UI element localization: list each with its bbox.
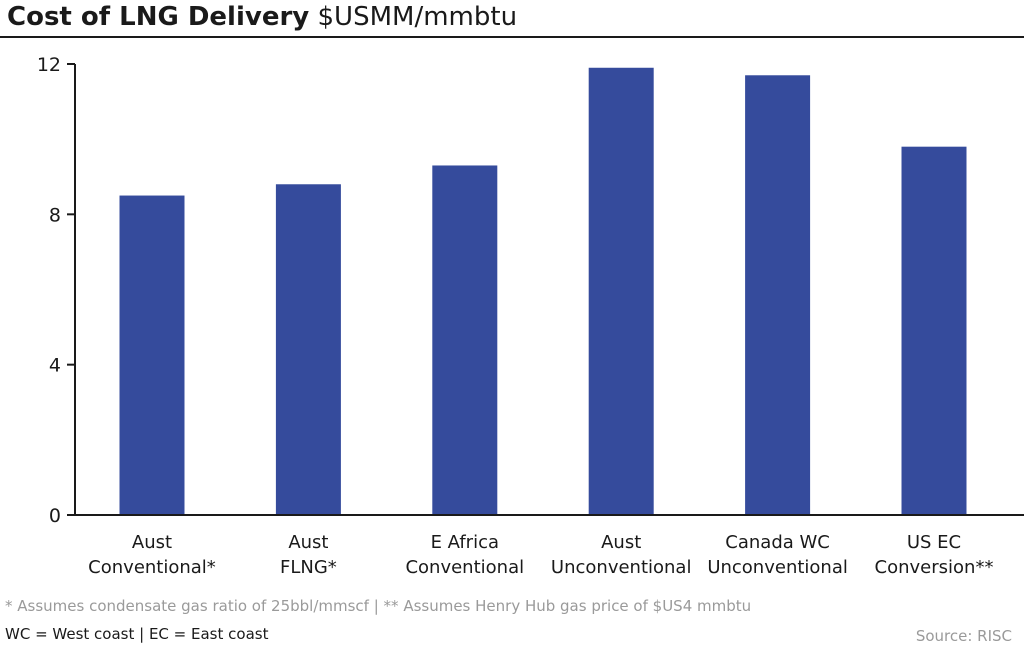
title-rule <box>0 36 1024 38</box>
chart-title-main: Cost of LNG Delivery <box>7 2 310 32</box>
x-category-label: Aust <box>601 532 641 553</box>
x-category-label: FLNG* <box>280 557 337 578</box>
x-category-label: Canada WC <box>725 532 830 553</box>
y-tick-label: 0 <box>49 505 61 527</box>
y-tick-label: 4 <box>49 355 61 377</box>
x-category-label: Conversion** <box>875 557 994 578</box>
bar <box>119 195 185 515</box>
x-category-label: Aust <box>132 532 172 553</box>
x-axis: Aust Conventional* Aust FLNG* E Africa Conven… <box>67 514 1024 578</box>
bar <box>588 67 654 515</box>
footnote-abbreviations: WC = West coast | EC = East coast <box>5 625 269 643</box>
y-axis: 0 4 8 12 <box>37 54 76 527</box>
y-tick-label: 8 <box>49 204 61 226</box>
bars <box>119 67 967 516</box>
chart-title: Cost of LNG Delivery $USMM/mmbtu <box>7 2 517 32</box>
chart-title-unit: $USMM/mmbtu <box>317 2 518 32</box>
x-category-label: Unconventional <box>551 557 692 578</box>
bar <box>432 165 498 515</box>
x-category-label: Aust <box>288 532 328 553</box>
footnote-assumptions: * Assumes condensate gas ratio of 25bbl/… <box>5 597 752 615</box>
bar <box>901 146 967 515</box>
bar <box>745 75 811 516</box>
source-note: Source: RISC <box>915 627 1012 645</box>
x-category-label: US EC <box>907 532 961 553</box>
x-category-label: Unconventional <box>707 557 848 578</box>
x-category-label: Conventional* <box>88 557 216 578</box>
x-category-label: E Africa <box>431 532 499 553</box>
x-category-label: Conventional <box>405 557 524 578</box>
y-tick-label: 12 <box>37 54 61 76</box>
bar <box>275 184 341 515</box>
